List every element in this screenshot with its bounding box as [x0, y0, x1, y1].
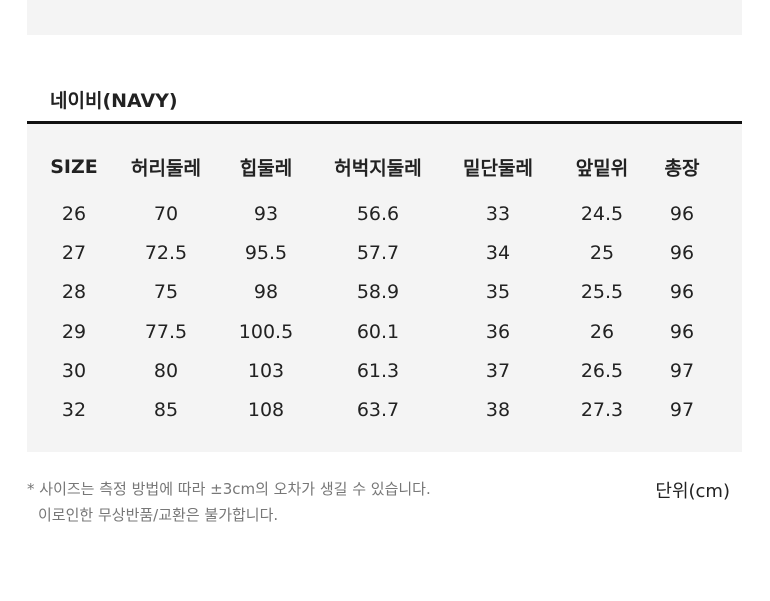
table-top-rule	[27, 121, 742, 124]
table-cell: 80	[153, 359, 179, 382]
table-cell: 37	[485, 359, 511, 382]
section-title: 네이비(NAVY)	[50, 90, 178, 112]
table-cell: 98	[253, 281, 279, 304]
header-cell: 허리둘레	[131, 157, 201, 180]
previous-table-bg	[27, 0, 742, 35]
table-cell: 97	[669, 359, 695, 382]
table-cell: 32	[61, 399, 87, 421]
table-cell: 26	[589, 320, 615, 343]
table-cell: 58.9	[356, 281, 400, 304]
table-cell: 27	[61, 242, 87, 265]
table-cell: 38	[485, 399, 511, 421]
table-cell: 30	[61, 359, 87, 382]
table-cell: 26	[61, 203, 87, 225]
table-cell: 77.5	[144, 320, 188, 343]
header-cell: 힙둘레	[239, 157, 293, 180]
table-cell: 27.3	[580, 399, 624, 421]
table-cell: 25.5	[580, 281, 624, 304]
header-cell: SIZE	[50, 156, 98, 178]
table-cell: 70	[153, 203, 179, 225]
table-cell: 97	[669, 399, 695, 421]
table-cell: 25	[589, 242, 615, 265]
table-cell: 72.5	[144, 242, 188, 265]
table-cell: 93	[253, 203, 279, 225]
table-cell: 96	[669, 242, 695, 265]
note: * 사이즈는 측정 방법에 따라 ±3cm의 오차가 생길 수 있습니다.	[27, 480, 431, 498]
header-cell: 앞밑위	[575, 157, 629, 180]
table-cell: 95.5	[244, 242, 288, 265]
table-cell: 75	[153, 281, 179, 304]
table-cell: 33	[485, 203, 511, 225]
table-cell: 63.7	[356, 399, 400, 421]
table-cell: 29	[61, 320, 87, 343]
table-cell: 34	[485, 242, 511, 265]
table-cell: 96	[669, 320, 695, 343]
table-cell: 26.5	[580, 359, 624, 382]
size-table	[27, 124, 742, 452]
table-cell: 96	[669, 281, 695, 304]
header-cell: 허벅지둘레	[334, 157, 422, 180]
table-cell: 57.7	[356, 242, 400, 265]
table-cell: 100.5	[238, 320, 294, 343]
table-cell: 103	[247, 359, 285, 382]
table-cell: 96	[669, 203, 695, 225]
header-cell: 밑단둘레	[463, 157, 533, 180]
table-cell: 85	[153, 399, 179, 421]
unit-label: 단위(cm)	[655, 481, 730, 502]
table-cell: 56.6	[356, 203, 400, 225]
table-cell: 28	[61, 281, 87, 304]
table-cell: 61.3	[356, 359, 400, 382]
table-cell: 36	[485, 320, 511, 343]
table-cell: 24.5	[580, 203, 624, 225]
table-cell: 108	[247, 399, 285, 421]
table-cell: 60.1	[356, 320, 400, 343]
header-cell: 총장	[664, 157, 700, 180]
note: 이로인한 무상반품/교환은 불가합니다.	[38, 506, 279, 524]
table-cell: 35	[485, 281, 511, 304]
